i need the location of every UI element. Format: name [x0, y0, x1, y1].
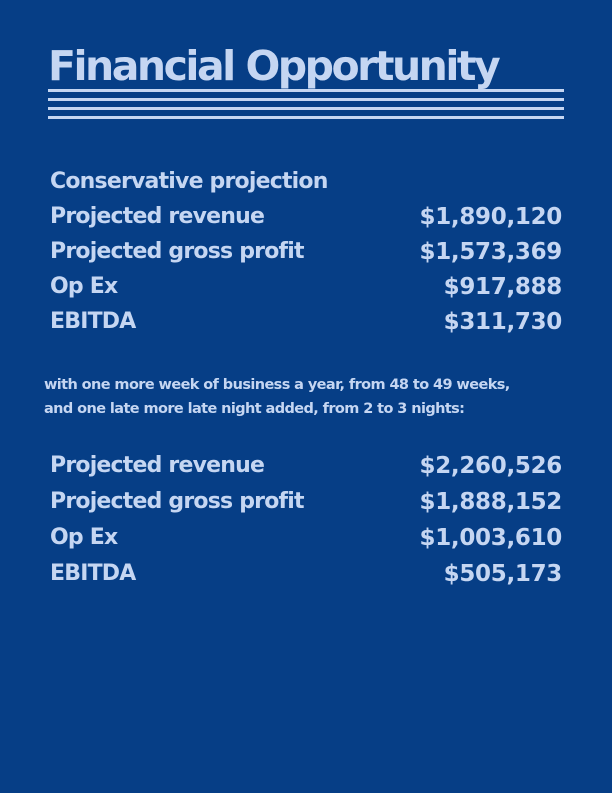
row-label: Projected gross profit	[50, 239, 305, 264]
section2-row-projected-revenue: Projected revenue $2,260,526	[50, 449, 562, 483]
section2-row-op-ex: Op Ex $1,003,610	[50, 521, 562, 555]
conservative-projection-heading: Conservative projection	[50, 165, 562, 199]
row-label: EBITDA	[50, 309, 136, 334]
row-label: Projected revenue	[50, 453, 265, 478]
rule-line	[48, 89, 564, 92]
row-label: Op Ex	[50, 525, 118, 550]
row-value: $2,260,526	[419, 453, 562, 479]
row-label: EBITDA	[50, 561, 136, 586]
row-value: $1,888,152	[419, 489, 562, 515]
row-label: Op Ex	[50, 274, 118, 299]
page-title: Financial Opportunity	[48, 42, 501, 90]
section2-row-ebitda: EBITDA $505,173	[50, 557, 562, 591]
row-value: $917,888	[443, 274, 563, 300]
section1-row-ebitda: EBITDA $311,730	[50, 305, 562, 339]
row-value: $1,890,120	[419, 204, 562, 230]
section1-row-projected-gross-profit: Projected gross profit $1,573,369	[50, 235, 562, 269]
row-value: $505,173	[443, 561, 563, 587]
rule-line	[48, 98, 564, 101]
row-label: Projected gross profit	[50, 489, 305, 514]
row-value: $311,730	[443, 309, 563, 335]
scenario-note-line-2: and one late more late night added, from…	[44, 401, 465, 417]
section2-row-projected-gross-profit: Projected gross profit $1,888,152	[50, 485, 562, 519]
row-value: $1,003,610	[419, 525, 562, 551]
row-value: $1,573,369	[419, 239, 562, 265]
section-heading: Conservative projection	[50, 169, 328, 194]
section1-row-op-ex: Op Ex $917,888	[50, 270, 562, 304]
rule-line	[48, 107, 564, 110]
title-underline-rules	[48, 89, 564, 125]
row-label: Projected revenue	[50, 204, 265, 229]
rule-line	[48, 116, 564, 119]
scenario-note-line-1: with one more week of business a year, f…	[44, 377, 510, 393]
section1-row-projected-revenue: Projected revenue $1,890,120	[50, 200, 562, 234]
